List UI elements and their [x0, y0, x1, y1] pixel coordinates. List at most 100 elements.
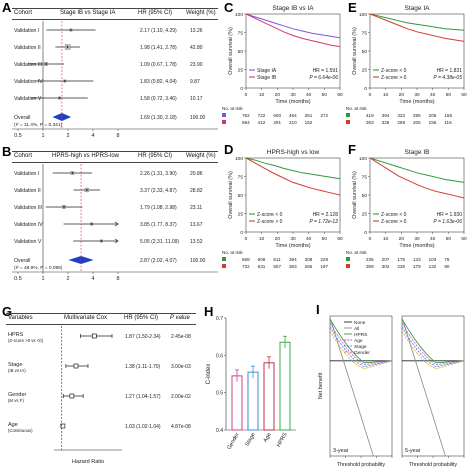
- h-ytick-label: 0.7: [216, 316, 223, 322]
- forest-a-axis-tick-label: 2: [66, 133, 69, 139]
- km-c-curve: [245, 13, 341, 39]
- km-f-risk-value: 302: [382, 264, 390, 269]
- forest-b-row-label: Validation IV: [14, 222, 43, 228]
- forest-g-row-p: 2.00e-02: [171, 394, 191, 400]
- forest-a-axis-tick-label: 0.5: [14, 133, 22, 139]
- km-e-xlabel: Time (months): [399, 99, 434, 105]
- km-f-ytick-label: 100: [359, 156, 367, 162]
- panel-label-d: D: [224, 142, 234, 157]
- km-d-risk-label: No. at risk: [222, 250, 243, 255]
- forest-a-header-cohort: Cohort: [14, 10, 33, 16]
- km-e-risk-value: 116: [444, 120, 452, 125]
- dca-right-model-curve: [401, 330, 465, 370]
- km-f-curve: [369, 157, 465, 199]
- forest-a-point: [45, 63, 48, 65]
- forest-b-row-weight: 23.11: [190, 205, 202, 211]
- forest-a-header-hr: HR (95% CI): [138, 10, 173, 16]
- forest-b-row-weight: 28.82: [190, 188, 203, 194]
- dca-left-model-curve: [329, 326, 393, 368]
- km-e-risk-value: 394: [382, 113, 390, 118]
- forest-b-axis-tick-label: 8: [116, 276, 119, 282]
- km-e-legend-label: Z-score > 0: [381, 75, 407, 81]
- km-f-ytick-label: 0: [364, 230, 367, 236]
- forest-g-row-label: HPRS: [8, 332, 24, 338]
- km-d-title: HPRS-high vs low: [267, 149, 320, 156]
- km-e-risk-value: 205: [413, 120, 421, 125]
- km-c-hr: HR = 1.591: [313, 68, 339, 74]
- forest-a-row-label: Validation IV: [14, 79, 43, 85]
- forest-b-header-cohort: Cohort: [14, 153, 33, 159]
- km-e-xtick-label: 0: [369, 92, 372, 98]
- km-e-ylabel: Overall survival (%): [352, 27, 358, 75]
- panel-label-b: B: [2, 144, 12, 159]
- forest-a-row-hr: 1.83 (0.82, 4.04): [140, 79, 177, 85]
- km-e-xtick-label: 20: [399, 92, 405, 98]
- km-f-xtick-label: 10: [383, 236, 389, 242]
- km-d-xtick-label: 50: [322, 236, 328, 242]
- km-d-ylabel: Overall survival (%): [228, 171, 234, 219]
- forest-b-row-hr: 3.85 (1.77, 8.37): [140, 222, 177, 228]
- h-xtick-label: Age: [263, 432, 273, 443]
- km-c-ytick-label: 75: [238, 31, 244, 37]
- forest-b-row-hr: 2.26 (1.31, 3.90): [140, 171, 177, 177]
- forest-b-ci-arrow: [114, 238, 119, 244]
- forest-g-point: [73, 363, 79, 369]
- forest-a-header-comparison: Stage IB vs Stage IA: [60, 10, 116, 16]
- km-f-ytick-label: 75: [362, 175, 368, 181]
- km-e-risk-swatch: [346, 113, 350, 117]
- km-c-legend-label: Stage IA: [257, 68, 277, 74]
- forest-a-row-weight: 9.87: [190, 79, 200, 85]
- forest-b-row-label: Validation I: [14, 171, 39, 177]
- km-f-legend-label: Z-score < 0: [381, 212, 407, 218]
- km-f-risk-value: 76: [444, 257, 450, 262]
- forest-b-ci-arrow: [114, 221, 119, 227]
- dca-right-xlabel: Threshold probability: [409, 462, 458, 468]
- forest-g-row-hr: 1.03 (1.02-1.04): [125, 424, 161, 430]
- km-d-risk-value: 732: [242, 264, 250, 269]
- km-f-xtick-label: 30: [414, 236, 420, 242]
- panel-label-a: A: [2, 0, 12, 15]
- km-e-xtick-label: 40: [430, 92, 436, 98]
- forest-a-row-hr: 1.09 (0.67, 1.78): [140, 62, 177, 68]
- km-d-risk-value: 608: [258, 257, 266, 262]
- h-bar: [231, 375, 243, 431]
- km-f-risk-swatch: [346, 264, 350, 268]
- forest-a-point: [63, 80, 66, 82]
- forest-g-row-hr: 1.27 (1.04-1.57): [125, 394, 161, 400]
- km-c-p: P = 6.64e-06: [309, 75, 338, 81]
- dca-legend-label: None: [354, 320, 366, 326]
- forest-a-row-hr: 1.98 (1.41, 2.78): [140, 45, 177, 51]
- km-f-xtick-label: 20: [399, 236, 405, 242]
- forest-g-row-sub: (Continuous): [8, 428, 33, 433]
- km-c-risk-value: 464: [289, 113, 297, 118]
- forest-b-row-weight: 20.86: [190, 171, 203, 177]
- forest-g-header-p: P value: [170, 315, 190, 321]
- km-c-ytick-label: 100: [235, 12, 243, 18]
- dca-right-all-line: [401, 317, 446, 457]
- forest-a-axis-tick-label: 4: [91, 133, 94, 139]
- km-d-risk-value: 197: [320, 264, 328, 269]
- forest-a-row-weight: 13.26: [190, 28, 203, 34]
- km-f-risk-value: 133: [413, 257, 421, 262]
- forest-b-row-weight: 13.67: [190, 222, 203, 228]
- dca-legend-label: HPRS: [354, 332, 367, 338]
- h-ylabel: C-index: [206, 364, 212, 385]
- km-d-curve: [245, 157, 341, 196]
- km-f-hr: HR = 1.930: [437, 212, 463, 218]
- km-f-legend-label: Z-score > 0: [381, 219, 407, 225]
- forest-a-row-weight: 42.80: [190, 45, 203, 51]
- km-f-risk-value: 207: [382, 257, 390, 262]
- forest-g-row-sub: (M vs F): [8, 398, 24, 403]
- km-f-risk-label: No. at risk: [346, 250, 367, 255]
- km-f-title: Stage IB: [405, 149, 430, 156]
- forest-b-row-label: Validation II: [14, 188, 41, 194]
- km-c-xtick-label: 0: [245, 92, 248, 98]
- forest-g-row-p: 3.00e-03: [171, 364, 191, 370]
- forest-b-axis-tick-label: 1: [41, 276, 44, 282]
- forest-b-header-comparison: HPRS-high vs HPRS-low: [52, 153, 120, 159]
- forest-b-row-label: Validation V: [14, 239, 42, 245]
- forest-g-point: [60, 423, 66, 429]
- forest-b-overall-label: Overall: [14, 258, 30, 264]
- km-e-xtick-label: 30: [414, 92, 420, 98]
